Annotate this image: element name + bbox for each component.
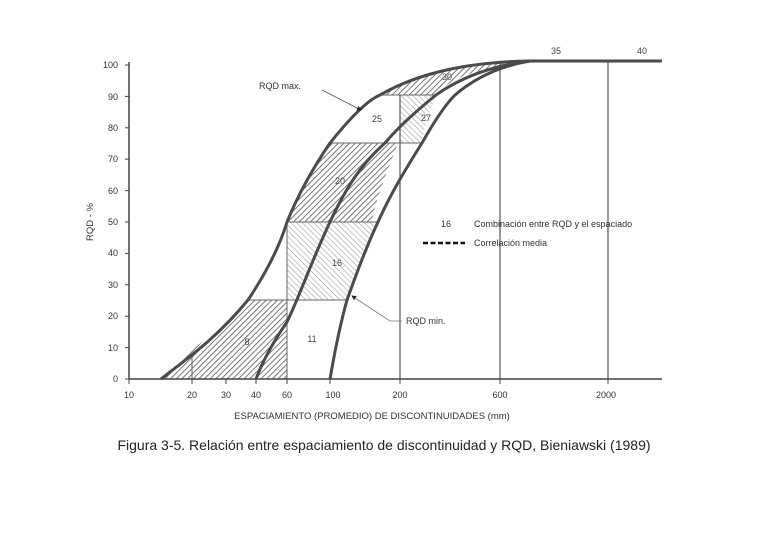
zone-label-11: 11 (307, 334, 316, 344)
x-tick-200: 200 (392, 390, 407, 400)
legend-correlacion-label: Correlación media (474, 238, 547, 248)
x-tick-60: 60 (282, 390, 292, 400)
annotation-rqd-max: RQD max. (259, 81, 362, 111)
x-tick-20: 20 (187, 390, 197, 400)
zone-20-area (287, 143, 398, 222)
y-tick-10: 10 (108, 343, 118, 353)
annotation-rqd-min: RQD min. (351, 295, 446, 326)
zone-boundaries (191, 94, 436, 379)
y-tick-90: 90 (108, 92, 118, 102)
rqd-min-curve (328, 59, 531, 380)
zone-label-40: 40 (637, 46, 647, 56)
y-tick-labels: 0 10 20 30 40 50 60 70 80 90 100 (103, 60, 118, 384)
x-tick-600: 600 (492, 390, 507, 400)
x-axis-title: ESPACIAMIENTO (PROMEDIO) DE DISCONTINUID… (234, 411, 510, 422)
curves (160, 59, 531, 381)
zone-label-35: 35 (551, 46, 561, 56)
y-tick-40: 40 (108, 248, 118, 258)
y-ticks (125, 64, 129, 380)
zone-label-8: 8 (244, 337, 249, 347)
zone-8-area (161, 300, 287, 379)
figure-caption: Figura 3-5. Relación entre espaciamiento… (117, 437, 651, 453)
y-tick-80: 80 (108, 123, 118, 133)
zone-label-27: 27 (421, 113, 431, 123)
x-tick-2000: 2000 (596, 390, 616, 400)
rqd-max-label: RQD max. (259, 81, 301, 91)
zone-30-area (380, 61, 530, 95)
vertical-gridlines (399, 61, 609, 379)
zone-label-25: 25 (372, 114, 382, 124)
x-tick-40: 40 (251, 390, 261, 400)
legend: 16 Combinación entre RQD y el espaciado … (423, 219, 632, 248)
x-tick-labels: 10 20 30 40 60 100 200 600 2000 (124, 390, 616, 400)
zone-27-area (400, 95, 436, 143)
legend-combination-label: Combinación entre RQD y el espaciado (474, 219, 632, 229)
y-tick-100: 100 (103, 60, 118, 70)
y-tick-50: 50 (108, 217, 118, 227)
correlacion-media-curve (254, 59, 531, 380)
y-axis-title: RQD - % (85, 202, 96, 241)
x-ticks (128, 379, 609, 384)
y-tick-30: 30 (108, 280, 118, 290)
rqd-max-curve (160, 59, 531, 381)
zone-label-30: 30 (442, 72, 452, 82)
y-tick-70: 70 (108, 154, 118, 164)
y-tick-0: 0 (113, 374, 118, 384)
x-tick-30: 30 (221, 390, 231, 400)
zone-labels: 8 11 16 20 25 27 30 35 40 (244, 46, 647, 347)
legend-zone-symbol: 16 (441, 219, 451, 229)
y-tick-20: 20 (108, 311, 118, 321)
y-tick-60: 60 (108, 186, 118, 196)
axes (128, 62, 662, 380)
zone-label-20: 20 (335, 176, 345, 186)
x-tick-10: 10 (124, 390, 134, 400)
rqd-min-label: RQD min. (406, 316, 446, 326)
x-tick-100: 100 (325, 390, 340, 400)
zone-label-16: 16 (332, 258, 342, 268)
